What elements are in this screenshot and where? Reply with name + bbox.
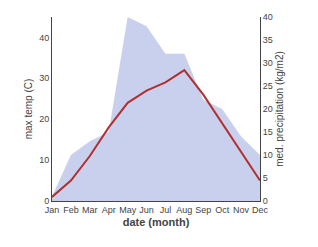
svg-text:Jul: Jul	[160, 205, 172, 215]
svg-text:10: 10	[39, 155, 49, 165]
svg-text:date (month): date (month)	[123, 216, 190, 228]
svg-text:Feb: Feb	[63, 205, 79, 215]
svg-text:40: 40	[39, 33, 49, 43]
svg-text:10: 10	[263, 150, 273, 160]
svg-text:20: 20	[263, 104, 273, 114]
svg-text:40: 40	[263, 12, 273, 22]
svg-text:Apr: Apr	[102, 205, 116, 215]
svg-text:max temp (C): max temp (C)	[23, 79, 34, 140]
svg-text:5: 5	[263, 173, 268, 183]
svg-text:Oct: Oct	[215, 205, 230, 215]
svg-text:Sep: Sep	[195, 205, 211, 215]
svg-text:Dec: Dec	[252, 205, 269, 215]
svg-text:May: May	[119, 205, 137, 215]
svg-text:0: 0	[263, 196, 268, 206]
svg-text:Jun: Jun	[139, 205, 154, 215]
svg-text:25: 25	[263, 81, 273, 91]
svg-text:30: 30	[39, 73, 49, 83]
svg-text:Jan: Jan	[45, 205, 60, 215]
svg-text:0: 0	[44, 196, 49, 206]
svg-text:Nov: Nov	[233, 205, 250, 215]
svg-text:15: 15	[263, 127, 273, 137]
svg-text:30: 30	[263, 58, 273, 68]
svg-text:35: 35	[263, 35, 273, 45]
svg-text:20: 20	[39, 114, 49, 124]
svg-text:med. precipitation (kg/m2): med. precipitation (kg/m2)	[274, 51, 285, 167]
svg-text:Mar: Mar	[82, 205, 98, 215]
svg-text:Aug: Aug	[176, 205, 192, 215]
